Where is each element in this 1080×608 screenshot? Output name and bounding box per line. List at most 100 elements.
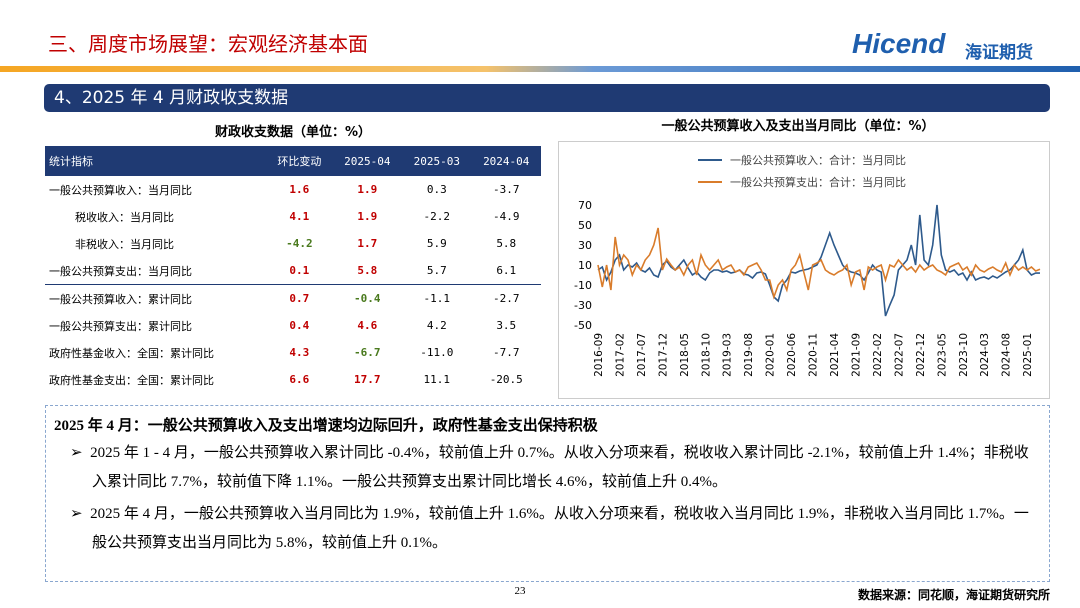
table-cell: 11.1 <box>423 373 451 386</box>
bullet: ➢ 2025 年 4 月，一般公共预算收入当月同比为 1.9%，较前值上升 1.… <box>70 506 1029 551</box>
section-title: 4、2025 年 4 月财政收支数据 <box>44 84 1050 112</box>
table-cell: -3.7 <box>493 183 520 196</box>
header-cell: 统计指标 <box>45 146 267 176</box>
x-tick-label: 2020-01 <box>765 333 777 377</box>
table-cell: -6.7 <box>354 346 381 359</box>
table-row: 非税收入：当月同比 -4.2 1.7 5.9 5.8 <box>45 230 541 257</box>
x-tick-label: 2018-05 <box>679 333 691 377</box>
table-cell: -4.2 <box>286 237 313 250</box>
table-cell: -7.7 <box>493 346 520 359</box>
chart-frame <box>558 141 1050 399</box>
table-cell: 0.7 <box>266 284 333 312</box>
x-tick-label: 2016-09 <box>593 333 605 377</box>
x-tick-label: 2018-10 <box>700 333 712 377</box>
x-tick-label: 2022-02 <box>872 333 884 377</box>
data-table: 统计指标 环比变动 2025-04 2025-03 2024-04 一般公共预算收入：当月… <box>45 146 541 393</box>
table-cell: 6.6 <box>289 373 310 386</box>
y-tick-label: 10 <box>578 259 592 272</box>
summary-title: 2025 年 4 月：一般公共预算收入及支出增速均边际回升，政府性基金支出保持积… <box>54 418 598 434</box>
x-tick-label: 2024-03 <box>979 333 991 377</box>
table-cell: 一般公共预算支出：当月同比 <box>49 264 192 278</box>
header-cell: 2025-04 <box>332 146 403 176</box>
table-row: 一般公共预算支出：累计同比 0.4 4.6 4.2 3.5 <box>45 312 541 339</box>
table-cell: 5.8 <box>357 264 378 277</box>
table-cell: -1.1 <box>402 284 472 312</box>
table-cell: 0.4 <box>289 319 310 332</box>
x-tick-label: 2021-04 <box>829 333 841 377</box>
series-line <box>597 227 1041 300</box>
source: 数据来源：同花顺，海证期货研究所 <box>857 588 1050 602</box>
table-cell: -0.4 <box>332 284 403 312</box>
x-tick-label: 2017-02 <box>614 333 626 377</box>
x-tick-label: 2024-08 <box>1001 333 1013 377</box>
table-cell: -4.9 <box>493 210 520 223</box>
x-tick-label: 2023-10 <box>958 333 970 377</box>
table-title: 财政收支数据（单位：%） <box>214 125 372 140</box>
x-tick-label: 2017-07 <box>636 333 648 377</box>
table-cell: 0.1 <box>289 264 310 277</box>
bullet: ➢ 2025 年 1 - 4 月，一般公共预算收入累计同比 -0.4%，较前值上… <box>70 445 1029 490</box>
x-tick-label: 2017-12 <box>657 333 669 377</box>
x-tick-label: 2023-05 <box>936 333 948 377</box>
table-cell: -2.2 <box>423 210 451 223</box>
table-cell: 5.8 <box>496 237 517 250</box>
table-cell: -20.5 <box>489 373 523 386</box>
table-cell: 4.1 <box>289 210 310 223</box>
x-tick-label: 2021-09 <box>850 333 862 377</box>
logo: Hicend <box>852 28 946 59</box>
line-chart: 一般公共预算收入及支出当月同比（单位：%） -50 -30 -10 10 30 50 70 2… <box>574 118 1041 377</box>
table-cell: 1.9 <box>357 183 378 196</box>
series-line <box>597 204 1041 317</box>
table-cell: 0.3 <box>426 183 447 196</box>
table-cell: 政府性基金收入：全国：累计同比 <box>49 346 214 360</box>
header-cell: 2025-03 <box>402 146 472 176</box>
table-cell: 4.2 <box>426 319 447 332</box>
table-row: 一般公共预算支出：当月同比 0.1 5.8 5.7 6.1 <box>45 257 541 285</box>
summary-box: 2025 年 4 月：一般公共预算收入及支出增速均边际回升，政府性基金支出保持积… <box>45 405 1050 582</box>
table-cell: 5.7 <box>426 264 447 277</box>
x-tick-label: 2019-08 <box>743 333 755 377</box>
table-cell: 税收收入：当月同比 <box>75 210 174 224</box>
table-cell: 4.3 <box>289 346 310 359</box>
x-tick-label: 2020-11 <box>808 333 820 377</box>
x-tick-label: 2019-03 <box>722 333 734 377</box>
table-row: 政府性基金支出：全国：累计同比 6.6 17.7 11.1 -20.5 <box>45 366 541 393</box>
chart-title: 一般公共预算收入及支出当月同比（单位：%） <box>661 118 934 134</box>
bullet-text: 2025 年 1 - 4 月，一般公共预算收入累计同比 -0.4%，较前值上升 … <box>90 445 1029 490</box>
table-cell: 1.9 <box>357 210 378 223</box>
table-row: 税收收入：当月同比 4.1 1.9 -2.2 -4.9 <box>45 203 541 230</box>
legend-label: 一般公共预算支出：合计：当月同比 <box>730 175 906 189</box>
header-stripe <box>0 66 1080 72</box>
page-number: 23 <box>514 585 526 597</box>
header-title: 三、周度市场展望：宏观经济基本面 <box>48 32 368 56</box>
table-cell: 一般公共预算收入：累计同比 <box>45 284 267 312</box>
y-tick-label: -10 <box>574 279 592 292</box>
table-cell: 17.7 <box>354 373 381 386</box>
logo-cn: 海证期货 <box>965 43 1033 63</box>
table-cell: 4.6 <box>357 319 378 332</box>
table-cell: 非税收入：当月同比 <box>75 237 174 251</box>
table-cell: 政府性基金支出：全国：累计同比 <box>49 373 214 387</box>
y-tick-label: -30 <box>574 299 592 312</box>
header-row: 统计指标 环比变动 2025-04 2025-03 2024-04 <box>45 146 541 176</box>
table-cell: 一般公共预算支出：累计同比 <box>49 319 192 333</box>
bullet-text: 2025 年 4 月，一般公共预算收入当月同比为 1.9%，较前值上升 1.6%… <box>90 506 1029 551</box>
table-cell: -2.7 <box>471 284 541 312</box>
y-tick-label: -50 <box>574 319 592 332</box>
table-cell: 3.5 <box>496 319 517 332</box>
x-tick-label: 2022-07 <box>893 333 905 377</box>
y-tick-label: 70 <box>578 199 592 212</box>
table-row: 一般公共预算收入：累计同比 0.7 -0.4 -1.1 -2.7 <box>45 284 541 312</box>
table-cell: 一般公共预算收入：当月同比 <box>49 183 192 197</box>
y-tick-label: 50 <box>578 219 592 232</box>
table-cell: -11.0 <box>420 346 454 359</box>
legend-label: 一般公共预算收入：合计：当月同比 <box>730 153 906 167</box>
table-row: 政府性基金收入：全国：累计同比 4.3 -6.7 -11.0 -7.7 <box>45 339 541 366</box>
y-tick-label: 30 <box>578 239 592 252</box>
header-cell: 环比变动 <box>266 146 333 176</box>
table-cell: 6.1 <box>496 264 517 277</box>
header-cell: 2024-04 <box>471 146 541 176</box>
x-tick-label: 2020-06 <box>786 333 798 377</box>
table-cell: 1.6 <box>289 183 310 196</box>
